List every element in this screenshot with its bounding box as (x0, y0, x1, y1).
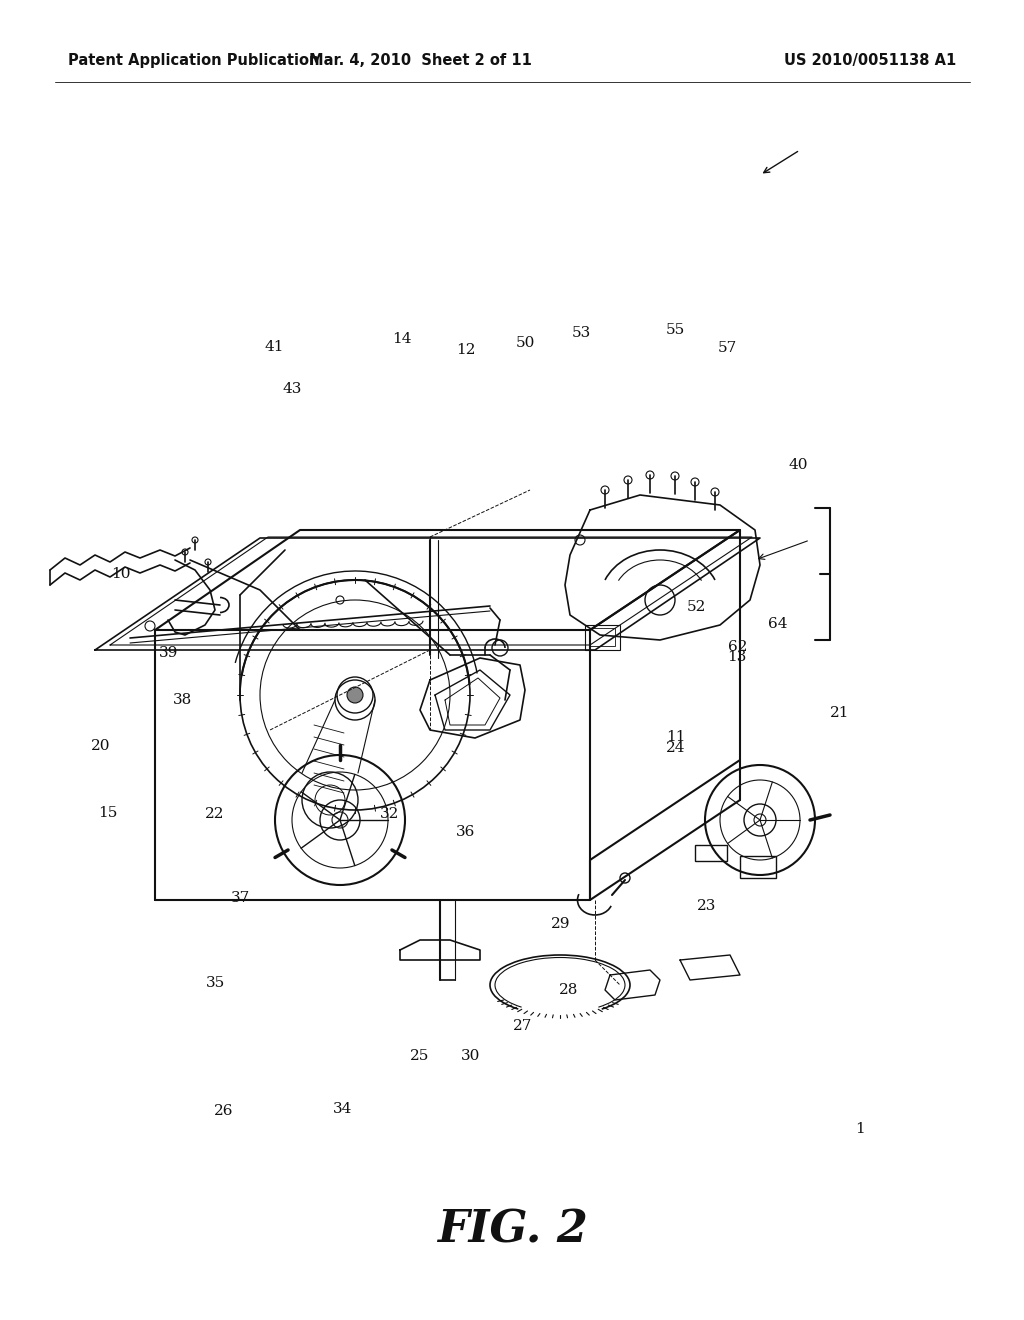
Text: 27: 27 (513, 1019, 531, 1032)
Text: 21: 21 (829, 706, 850, 719)
Bar (590, 628, 615, 645)
Text: 28: 28 (559, 983, 578, 997)
Text: 57: 57 (718, 342, 736, 355)
Text: 40: 40 (788, 458, 809, 471)
Text: 39: 39 (160, 647, 178, 660)
Text: 26: 26 (213, 1105, 233, 1118)
Text: 15: 15 (98, 807, 117, 820)
Text: FIG. 2: FIG. 2 (436, 1209, 588, 1251)
Circle shape (347, 686, 362, 704)
Text: 30: 30 (462, 1049, 480, 1063)
Text: 36: 36 (457, 825, 475, 838)
Text: 14: 14 (391, 333, 412, 346)
Bar (740, 855, 776, 878)
Text: US 2010/0051138 A1: US 2010/0051138 A1 (784, 53, 956, 69)
Text: 22: 22 (205, 808, 225, 821)
Text: 20: 20 (90, 739, 111, 752)
Text: 41: 41 (264, 341, 285, 354)
Text: 32: 32 (380, 808, 398, 821)
Text: 23: 23 (697, 899, 716, 912)
Text: 43: 43 (283, 383, 301, 396)
Text: 64: 64 (768, 618, 788, 631)
Text: 1: 1 (855, 1122, 865, 1135)
Bar (695, 845, 727, 861)
Text: 10: 10 (111, 568, 131, 581)
Text: 62: 62 (727, 640, 748, 653)
Text: 38: 38 (173, 693, 191, 706)
Text: 50: 50 (516, 337, 535, 350)
Text: 25: 25 (411, 1049, 429, 1063)
Text: 11: 11 (666, 730, 686, 743)
Text: 52: 52 (687, 601, 706, 614)
Text: 37: 37 (231, 891, 250, 904)
Text: 12: 12 (456, 343, 476, 356)
Text: 34: 34 (334, 1102, 352, 1115)
Text: 29: 29 (551, 917, 571, 931)
Text: 55: 55 (667, 323, 685, 337)
Text: 13: 13 (728, 651, 746, 664)
Text: Patent Application Publication: Patent Application Publication (68, 53, 319, 69)
Text: Mar. 4, 2010  Sheet 2 of 11: Mar. 4, 2010 Sheet 2 of 11 (308, 53, 531, 69)
Text: 35: 35 (206, 977, 224, 990)
Bar (585, 624, 620, 649)
Text: 24: 24 (666, 742, 686, 755)
Text: 53: 53 (572, 326, 591, 339)
